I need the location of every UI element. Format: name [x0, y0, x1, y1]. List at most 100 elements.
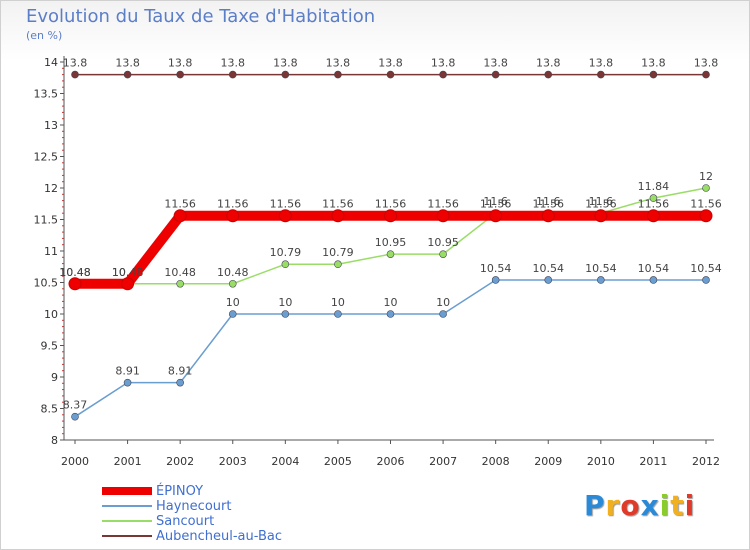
legend-item-sancourt: Sancourt	[102, 514, 362, 529]
data-label: 11.56	[638, 198, 670, 211]
data-label: 10.79	[270, 246, 302, 259]
data-point	[123, 378, 132, 387]
data-label: 10.95	[375, 236, 407, 249]
y-tick-label: 8	[51, 434, 58, 447]
data-label: 13.8	[378, 57, 403, 70]
y-tick-label: 13	[44, 119, 58, 132]
data-label: 10.54	[585, 262, 617, 275]
chart-legend: ÉPINOY Haynecourt Sancourt Aubencheul-au…	[102, 484, 362, 544]
x-tick-label: 2006	[377, 455, 405, 468]
data-point	[281, 310, 290, 318]
data-point	[491, 70, 500, 79]
legend-swatch-aubencheul	[102, 535, 152, 537]
x-tick-label: 2005	[324, 455, 352, 468]
data-point	[176, 70, 184, 79]
data-point	[646, 209, 660, 223]
data-label: 11.56	[270, 198, 302, 211]
data-label: 10	[384, 296, 398, 309]
x-tick-label: 2000	[61, 455, 89, 468]
data-point	[439, 310, 447, 318]
legend-label-sancourt: Sancourt	[156, 514, 215, 529]
data-point	[541, 209, 555, 223]
data-label: 11.56	[217, 198, 249, 211]
x-tick-label: 2010	[587, 455, 615, 468]
data-point	[439, 250, 447, 258]
data-label: 10.95	[427, 236, 459, 249]
data-label: 11.56	[375, 198, 407, 211]
chart-title: Evolution du Taux de Taxe d'Habitation	[26, 6, 376, 27]
data-point	[176, 279, 184, 288]
data-point	[228, 310, 237, 318]
legend-item-haynecourt: Haynecourt	[102, 499, 362, 514]
data-point	[228, 70, 237, 79]
logo-letter: t	[670, 489, 685, 522]
legend-swatch-haynecourt	[102, 505, 152, 507]
proxiti-logo: Proxiti	[584, 489, 695, 522]
data-point	[489, 209, 503, 223]
data-point	[68, 277, 82, 291]
legend-swatch-epinoy	[102, 487, 152, 495]
data-label: 10.48	[164, 266, 196, 279]
data-point	[71, 412, 79, 421]
data-point	[597, 70, 605, 79]
y-tick-label: 11.5	[34, 214, 59, 227]
data-label: 13.8	[694, 57, 719, 70]
data-point	[594, 209, 608, 223]
data-label: 8.91	[115, 365, 140, 378]
logo-letter: x	[640, 489, 660, 522]
y-tick-label: 13.5	[34, 88, 59, 101]
data-label: 10	[331, 296, 345, 309]
data-label: 11.56	[427, 198, 459, 211]
data-label: 10	[278, 296, 292, 309]
data-label: 8.37	[63, 399, 88, 412]
data-point	[334, 310, 342, 318]
x-tick-label: 2009	[534, 455, 562, 468]
data-label: 12	[699, 170, 713, 183]
data-label: 10.48	[217, 266, 249, 279]
y-tick-label: 14	[44, 56, 58, 69]
logo-letter: i	[659, 489, 671, 522]
data-label: 10.48	[112, 266, 144, 279]
logo-letter: P	[584, 489, 606, 522]
data-label: 11.56	[690, 198, 722, 211]
data-label: 11.6	[536, 195, 561, 208]
legend-swatch-sancourt	[102, 520, 152, 522]
data-point	[386, 70, 395, 79]
data-point	[386, 310, 395, 318]
y-tick-label: 10.5	[34, 277, 59, 290]
data-point	[331, 209, 345, 223]
data-point	[386, 250, 395, 258]
data-label: 11.56	[533, 198, 565, 211]
data-label: 13.8	[168, 57, 193, 70]
data-label: 13.8	[483, 57, 508, 70]
data-point	[491, 276, 500, 284]
y-tick-label: 8.5	[41, 403, 59, 416]
data-point	[71, 70, 79, 79]
y-tick-label: 12	[44, 182, 58, 195]
data-point	[384, 209, 397, 223]
data-label: 13.8	[115, 57, 140, 70]
legend-label-epinoy: ÉPINOY	[156, 484, 204, 499]
data-point	[699, 209, 713, 223]
data-point	[439, 70, 447, 79]
data-label: 10.48	[59, 266, 91, 279]
x-tick-label: 2002	[166, 455, 194, 468]
data-point	[281, 70, 290, 79]
data-label: 11.6	[483, 195, 508, 208]
chart-subtitle: (en %)	[26, 29, 63, 42]
data-label: 11.56	[585, 198, 617, 211]
x-tick-label: 2007	[429, 455, 457, 468]
data-label: 13.8	[221, 57, 246, 70]
data-label: 10.79	[322, 246, 354, 259]
x-tick-label: 2001	[114, 455, 142, 468]
data-point	[702, 276, 710, 284]
data-label: 10.54	[480, 262, 512, 275]
data-label: 13.8	[431, 57, 456, 70]
data-point	[121, 277, 135, 291]
data-point	[176, 378, 184, 387]
y-tick-label: 9	[51, 371, 58, 384]
data-label: 13.8	[536, 57, 561, 70]
data-point	[334, 70, 342, 79]
